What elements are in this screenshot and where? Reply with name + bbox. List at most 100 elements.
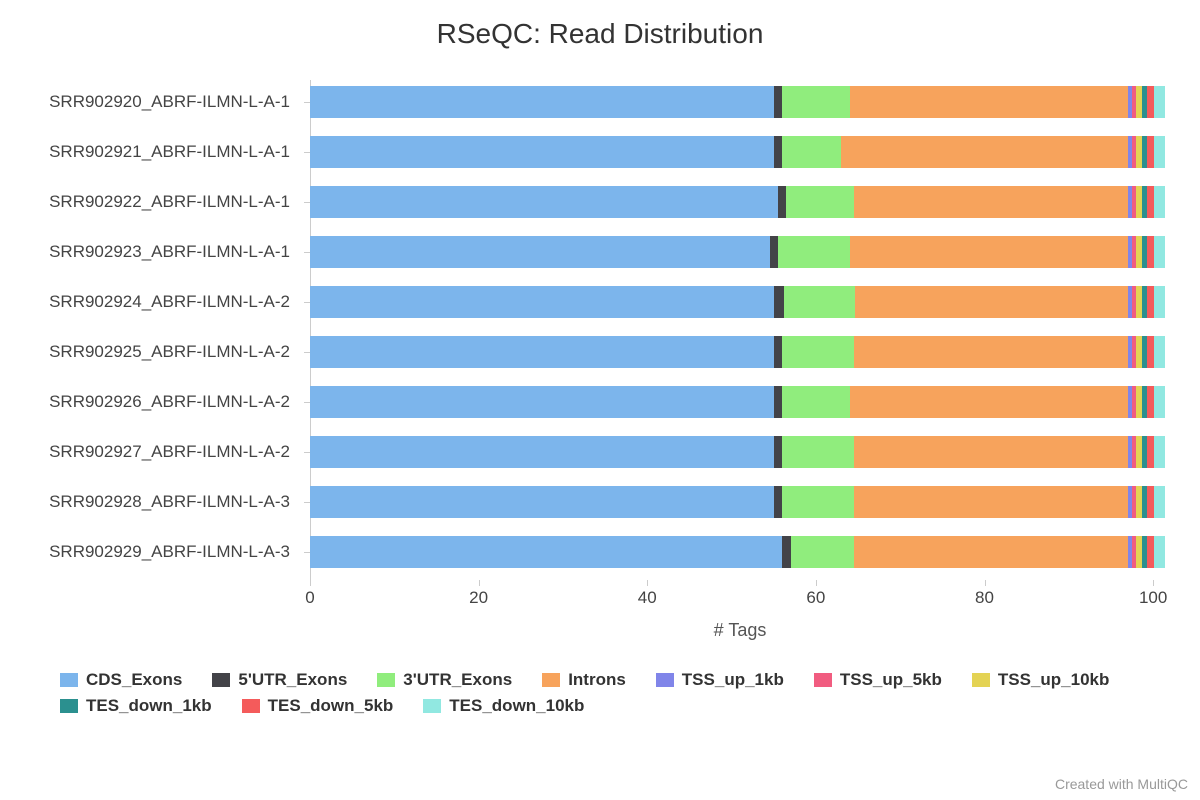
legend-item-CDS_Exons[interactable]: CDS_Exons [60, 670, 182, 690]
bar-segment-5UTR_Exons[interactable] [770, 236, 778, 268]
y-axis-label: SRR902927_ABRF-ILMN-L-A-2 [0, 436, 290, 468]
bar-segment-5UTR_Exons[interactable] [778, 186, 786, 218]
bar-segment-3UTR_Exons[interactable] [782, 486, 854, 518]
bar-segment-CDS_Exons[interactable] [310, 336, 774, 368]
bar-segment-TES_down_5kb[interactable] [1147, 436, 1154, 468]
bar-segment-TES_down_10kb[interactable] [1154, 286, 1165, 318]
x-tick [310, 580, 311, 586]
bar-segment-CDS_Exons[interactable] [310, 286, 774, 318]
legend-label: TSS_up_5kb [840, 670, 942, 690]
y-tick [304, 152, 310, 153]
bar-segment-Introns[interactable] [855, 286, 1127, 318]
bar-segment-3UTR_Exons[interactable] [786, 186, 853, 218]
bar-segment-TES_down_5kb[interactable] [1147, 286, 1154, 318]
bar-segment-5UTR_Exons[interactable] [774, 86, 782, 118]
y-tick [304, 402, 310, 403]
bar-segment-TES_down_10kb[interactable] [1154, 136, 1165, 168]
bar-segment-Introns[interactable] [854, 436, 1128, 468]
bar-segment-3UTR_Exons[interactable] [782, 86, 849, 118]
bar-segment-TES_down_10kb[interactable] [1154, 486, 1165, 518]
bar-segment-CDS_Exons[interactable] [310, 386, 774, 418]
x-tick-label: 0 [305, 588, 314, 608]
x-tick [479, 580, 480, 586]
y-tick [304, 352, 310, 353]
legend-item-TSS_up_5kb[interactable]: TSS_up_5kb [814, 670, 942, 690]
bar-segment-TES_down_10kb[interactable] [1154, 386, 1165, 418]
bar-segment-TES_down_5kb[interactable] [1147, 536, 1154, 568]
legend-swatch [656, 673, 674, 687]
bar-segment-3UTR_Exons[interactable] [782, 386, 849, 418]
bar-segment-5UTR_Exons[interactable] [774, 386, 782, 418]
legend-swatch [60, 673, 78, 687]
bar-segment-TES_down_5kb[interactable] [1147, 136, 1154, 168]
bar-segment-Introns[interactable] [850, 86, 1128, 118]
x-tick [1153, 580, 1154, 586]
bar-segment-TES_down_10kb[interactable] [1154, 436, 1165, 468]
bar-segment-3UTR_Exons[interactable] [782, 336, 854, 368]
bar-segment-CDS_Exons[interactable] [310, 486, 774, 518]
y-axis-label: SRR902922_ABRF-ILMN-L-A-1 [0, 186, 290, 218]
bar-segment-Introns[interactable] [850, 386, 1128, 418]
bar-segment-3UTR_Exons[interactable] [782, 136, 841, 168]
legend-item-5UTR_Exons[interactable]: 5'UTR_Exons [212, 670, 347, 690]
bar-row [310, 536, 1170, 568]
legend-swatch [60, 699, 78, 713]
bar-segment-CDS_Exons[interactable] [310, 86, 774, 118]
legend-swatch [423, 699, 441, 713]
bar-segment-TES_down_5kb[interactable] [1147, 236, 1154, 268]
bar-segment-Introns[interactable] [854, 486, 1128, 518]
legend-item-TES_down_10kb[interactable]: TES_down_10kb [423, 696, 584, 716]
bar-segment-TES_down_5kb[interactable] [1147, 386, 1154, 418]
x-tick-label: 80 [975, 588, 994, 608]
bar-segment-3UTR_Exons[interactable] [778, 236, 850, 268]
legend-item-TSS_up_10kb[interactable]: TSS_up_10kb [972, 670, 1110, 690]
bar-segment-Introns[interactable] [841, 136, 1128, 168]
bar-row [310, 486, 1170, 518]
legend-item-TES_down_5kb[interactable]: TES_down_5kb [242, 696, 394, 716]
bar-segment-Introns[interactable] [854, 186, 1128, 218]
legend-item-TSS_up_1kb[interactable]: TSS_up_1kb [656, 670, 784, 690]
y-axis-label: SRR902920_ABRF-ILMN-L-A-1 [0, 86, 290, 118]
legend-item-Introns[interactable]: Introns [542, 670, 626, 690]
bar-segment-3UTR_Exons[interactable] [791, 536, 854, 568]
bar-segment-CDS_Exons[interactable] [310, 136, 774, 168]
bar-segment-5UTR_Exons[interactable] [782, 536, 790, 568]
legend-label: TES_down_10kb [449, 696, 584, 716]
y-tick [304, 452, 310, 453]
legend-label: TSS_up_1kb [682, 670, 784, 690]
legend-item-TES_down_1kb[interactable]: TES_down_1kb [60, 696, 212, 716]
bar-segment-5UTR_Exons[interactable] [774, 336, 782, 368]
bar-segment-CDS_Exons[interactable] [310, 186, 778, 218]
y-tick [304, 202, 310, 203]
bar-segment-TES_down_10kb[interactable] [1154, 186, 1165, 218]
x-tick [985, 580, 986, 586]
y-axis-label: SRR902928_ABRF-ILMN-L-A-3 [0, 486, 290, 518]
bar-segment-Introns[interactable] [850, 236, 1128, 268]
legend-label: Introns [568, 670, 626, 690]
bar-segment-TES_down_10kb[interactable] [1154, 236, 1165, 268]
x-tick-label: 100 [1139, 588, 1167, 608]
bar-segment-TES_down_5kb[interactable] [1147, 486, 1154, 518]
legend-label: 3'UTR_Exons [403, 670, 512, 690]
bar-segment-TES_down_5kb[interactable] [1147, 336, 1154, 368]
bar-segment-5UTR_Exons[interactable] [774, 286, 784, 318]
bar-segment-Introns[interactable] [854, 336, 1128, 368]
bar-segment-TES_down_5kb[interactable] [1147, 86, 1154, 118]
bar-segment-5UTR_Exons[interactable] [774, 486, 782, 518]
bar-segment-TES_down_10kb[interactable] [1154, 86, 1165, 118]
bar-segment-Introns[interactable] [854, 536, 1128, 568]
bar-segment-TES_down_10kb[interactable] [1154, 336, 1165, 368]
bar-segment-3UTR_Exons[interactable] [782, 436, 854, 468]
bar-row [310, 286, 1170, 318]
bar-segment-CDS_Exons[interactable] [310, 436, 774, 468]
x-tick [647, 580, 648, 586]
bar-segment-TES_down_10kb[interactable] [1154, 536, 1165, 568]
bar-segment-TES_down_5kb[interactable] [1147, 186, 1154, 218]
bar-segment-3UTR_Exons[interactable] [784, 286, 856, 318]
legend-item-3UTR_Exons[interactable]: 3'UTR_Exons [377, 670, 512, 690]
bar-segment-5UTR_Exons[interactable] [774, 136, 782, 168]
bar-segment-CDS_Exons[interactable] [310, 236, 770, 268]
bar-segment-5UTR_Exons[interactable] [774, 436, 782, 468]
bar-segment-CDS_Exons[interactable] [310, 536, 782, 568]
legend-swatch [212, 673, 230, 687]
